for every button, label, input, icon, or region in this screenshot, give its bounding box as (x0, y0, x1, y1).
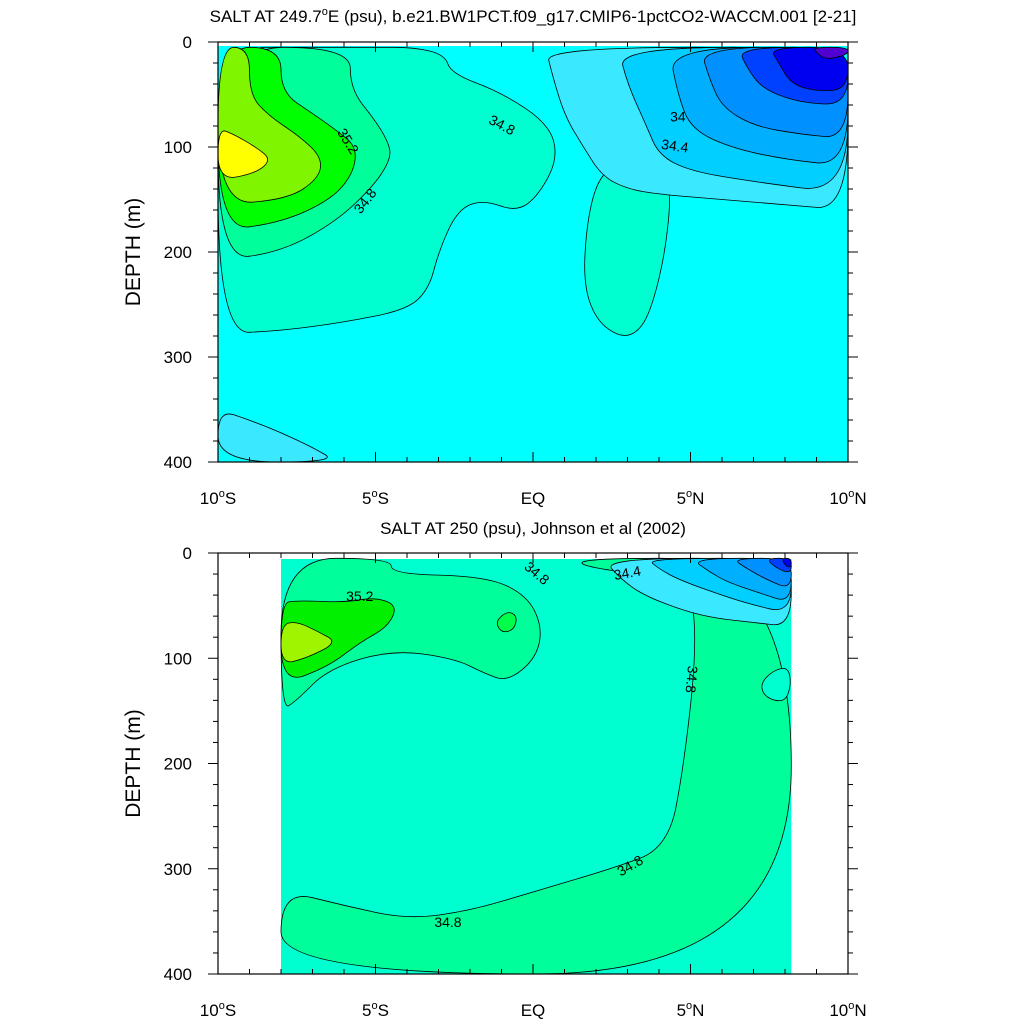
chart-title: SALT AT 249.7oE (psu), b.e21.BW1PCT.f09_… (210, 6, 857, 26)
x-tick-label: EQ (521, 1001, 546, 1020)
contour-region-34-8 (280, 557, 541, 707)
x-tick-label: 10oN (829, 1000, 866, 1020)
contour-region-34-6 (761, 668, 791, 702)
y-tick-label: 100 (164, 138, 192, 157)
y-tick-label: 300 (164, 860, 192, 879)
x-tick-label: 10oS (200, 488, 236, 508)
contour-region-33-4 (814, 46, 848, 59)
x-tick-label: 5oN (677, 488, 705, 508)
contour-region-34-8 (280, 557, 792, 974)
y-tick-label: 400 (164, 453, 192, 472)
contour-label: 34.4 (612, 562, 642, 583)
x-tick-label: 5oS (362, 1000, 389, 1020)
y-tick-label: 0 (183, 544, 192, 563)
y-tick-label: 400 (164, 965, 192, 984)
y-tick-label: 100 (164, 649, 192, 668)
contour-region-35-2 (280, 598, 395, 678)
y-tick-label: 0 (183, 33, 192, 52)
y-tick-label: 300 (164, 348, 192, 367)
x-tick-label: 5oS (362, 488, 389, 508)
contour-fill-group: 34.8 34.435.234.834.834.8 (280, 557, 792, 974)
contour-label: 35.2 (346, 588, 373, 604)
x-tick-label: 10oS (200, 1000, 236, 1020)
contour-region-35-6 (218, 130, 268, 178)
x-tick-label: 10oN (829, 488, 866, 508)
contour-label: 34.8 (434, 914, 461, 930)
contour-label: 34.4 (660, 136, 689, 156)
x-tick-label: EQ (521, 489, 546, 508)
y-tick-label: 200 (164, 755, 192, 774)
contour-region-35-4 (280, 622, 333, 663)
chart-title: SALT AT 250 (psu), Johnson et al (2002) (380, 519, 686, 538)
x-tick-label: 5oN (677, 1000, 705, 1020)
y-axis-label: DEPTH (m) (122, 198, 145, 307)
y-axis-label: DEPTH (m) (122, 709, 145, 818)
y-tick-label: 200 (164, 243, 192, 262)
contour-label: 34.8 (683, 665, 701, 694)
contour-region-33-6 (782, 557, 792, 568)
contour-region-35 (496, 612, 517, 633)
contour-label: 34 (670, 108, 686, 124)
